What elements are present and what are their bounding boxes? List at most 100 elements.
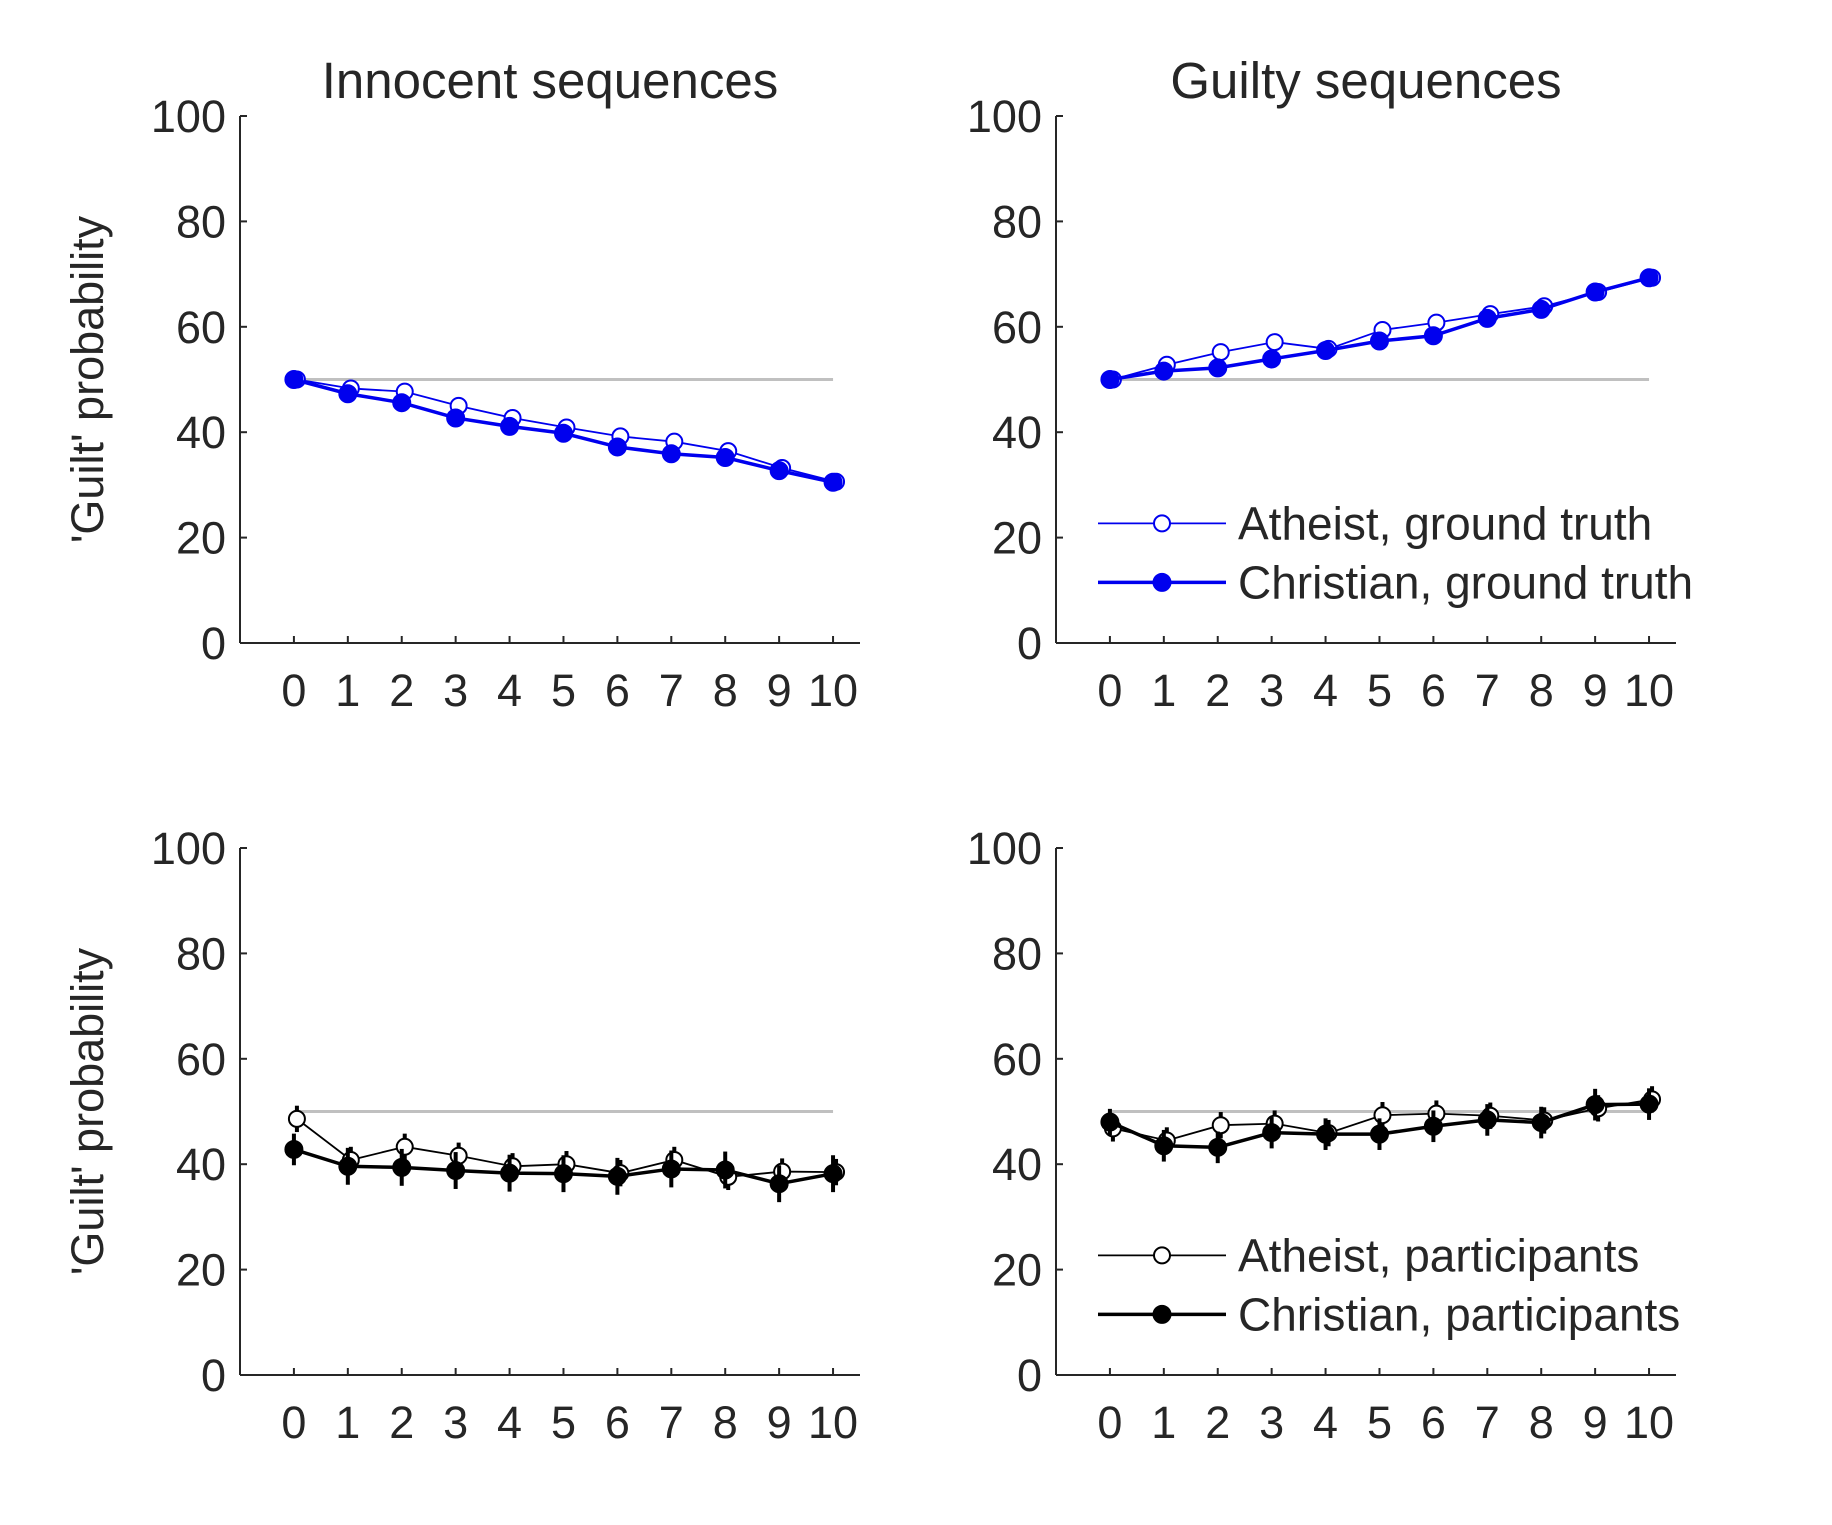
data-point xyxy=(661,444,681,464)
x-tick-label: 0 xyxy=(1097,665,1122,716)
x-tick-label: 0 xyxy=(281,1397,306,1448)
x-tick-label: 10 xyxy=(808,1397,858,1448)
x-tick-label: 8 xyxy=(713,665,738,716)
data-point xyxy=(1100,370,1120,389)
x-tick-label: 4 xyxy=(497,1397,522,1448)
data-point xyxy=(715,1160,735,1180)
series-christian xyxy=(284,370,843,492)
x-tick-label: 3 xyxy=(1259,1397,1284,1448)
x-tick-label: 7 xyxy=(1475,1397,1500,1448)
data-point xyxy=(1423,1116,1443,1136)
x-tick-label: 7 xyxy=(1475,665,1500,716)
series-christian xyxy=(1100,268,1659,389)
x-tick-label: 0 xyxy=(281,665,306,716)
x-tick-label: 4 xyxy=(497,665,522,716)
data-point xyxy=(769,461,789,481)
x-tick-label: 10 xyxy=(808,665,858,716)
x-tick-label: 1 xyxy=(1151,665,1176,716)
y-tick-label: 0 xyxy=(201,1350,226,1401)
y-tick-label: 60 xyxy=(992,302,1042,353)
x-tick-label: 6 xyxy=(1421,1397,1446,1448)
y-axis-label: 'Guilt' probability xyxy=(62,215,113,543)
data-point xyxy=(715,447,735,467)
y-tick-label: 20 xyxy=(992,513,1042,564)
data-point xyxy=(1373,1106,1392,1125)
data-point xyxy=(1316,341,1336,361)
x-tick-label: 0 xyxy=(1097,1397,1122,1448)
data-point xyxy=(553,423,573,443)
data-point xyxy=(1211,1116,1230,1135)
data-point xyxy=(284,370,304,389)
legend-marker xyxy=(1152,572,1172,592)
legend: Atheist, participants Christian, particip… xyxy=(1098,1229,1680,1340)
legend-marker xyxy=(1153,514,1171,533)
x-tick-label: 4 xyxy=(1313,1397,1338,1448)
data-point xyxy=(1211,343,1230,362)
y-tick-label: 80 xyxy=(176,928,226,979)
chart-title: Guilty sequences xyxy=(1170,52,1561,109)
x-tick-label: 7 xyxy=(659,1397,684,1448)
y-tick-label: 100 xyxy=(967,823,1042,874)
y-tick-label: 60 xyxy=(992,1034,1042,1085)
y-tick-label: 100 xyxy=(967,91,1042,142)
y-axis-label: 'Guilt' probability xyxy=(62,947,113,1275)
y-tick-label: 20 xyxy=(176,1245,226,1296)
data-point xyxy=(392,393,412,413)
data-point xyxy=(338,1156,358,1176)
x-tick-label: 6 xyxy=(605,665,630,716)
data-point xyxy=(446,1161,466,1181)
data-point xyxy=(1154,1136,1174,1156)
y-tick-label: 60 xyxy=(176,1034,226,1085)
data-point xyxy=(392,1157,412,1177)
data-point xyxy=(769,1174,789,1194)
x-tick-label: 2 xyxy=(1205,665,1230,716)
chart-title: Innocent sequences xyxy=(322,52,779,109)
x-tick-label: 1 xyxy=(335,665,360,716)
data-point xyxy=(1369,1124,1389,1144)
data-point xyxy=(395,1137,414,1156)
data-point xyxy=(823,472,843,492)
data-point xyxy=(1208,1137,1228,1157)
data-point xyxy=(1477,308,1497,328)
y-tick-label: 20 xyxy=(176,513,226,564)
data-point xyxy=(338,384,358,404)
data-point xyxy=(823,1164,843,1184)
x-tick-label: 9 xyxy=(1583,1397,1608,1448)
data-point xyxy=(553,1164,573,1184)
data-point xyxy=(1265,333,1284,352)
x-tick-label: 9 xyxy=(1583,665,1608,716)
data-point xyxy=(287,1109,306,1128)
y-tick-label: 40 xyxy=(992,407,1042,458)
x-tick-label: 2 xyxy=(389,1397,414,1448)
y-tick-label: 20 xyxy=(992,1245,1042,1296)
x-tick-label: 8 xyxy=(713,1397,738,1448)
data-point xyxy=(1477,1110,1497,1130)
x-tick-label: 10 xyxy=(1624,1397,1674,1448)
x-tick-label: 7 xyxy=(659,665,684,716)
y-tick-label: 60 xyxy=(176,302,226,353)
y-tick-label: 40 xyxy=(176,1139,226,1190)
y-tick-label: 0 xyxy=(1017,618,1042,669)
y-tick-label: 0 xyxy=(201,618,226,669)
data-point xyxy=(1531,299,1551,319)
legend-label: Christian, participants xyxy=(1238,1288,1680,1340)
data-point xyxy=(1208,358,1228,378)
series-christian xyxy=(284,1133,843,1203)
legend-label: Atheist, participants xyxy=(1238,1229,1639,1281)
x-tick-label: 10 xyxy=(1624,665,1674,716)
data-point xyxy=(607,437,627,457)
y-tick-label: 100 xyxy=(151,91,226,142)
legend-label: Atheist, ground truth xyxy=(1238,497,1652,549)
series-christian xyxy=(1100,1088,1659,1164)
data-point xyxy=(1154,361,1174,381)
x-tick-label: 5 xyxy=(1367,665,1392,716)
data-point xyxy=(446,408,466,428)
x-tick-label: 5 xyxy=(551,1397,576,1448)
series-atheist xyxy=(1103,1086,1662,1154)
data-point xyxy=(1262,1123,1282,1143)
y-tick-label: 80 xyxy=(992,928,1042,979)
data-point xyxy=(1585,1095,1605,1115)
